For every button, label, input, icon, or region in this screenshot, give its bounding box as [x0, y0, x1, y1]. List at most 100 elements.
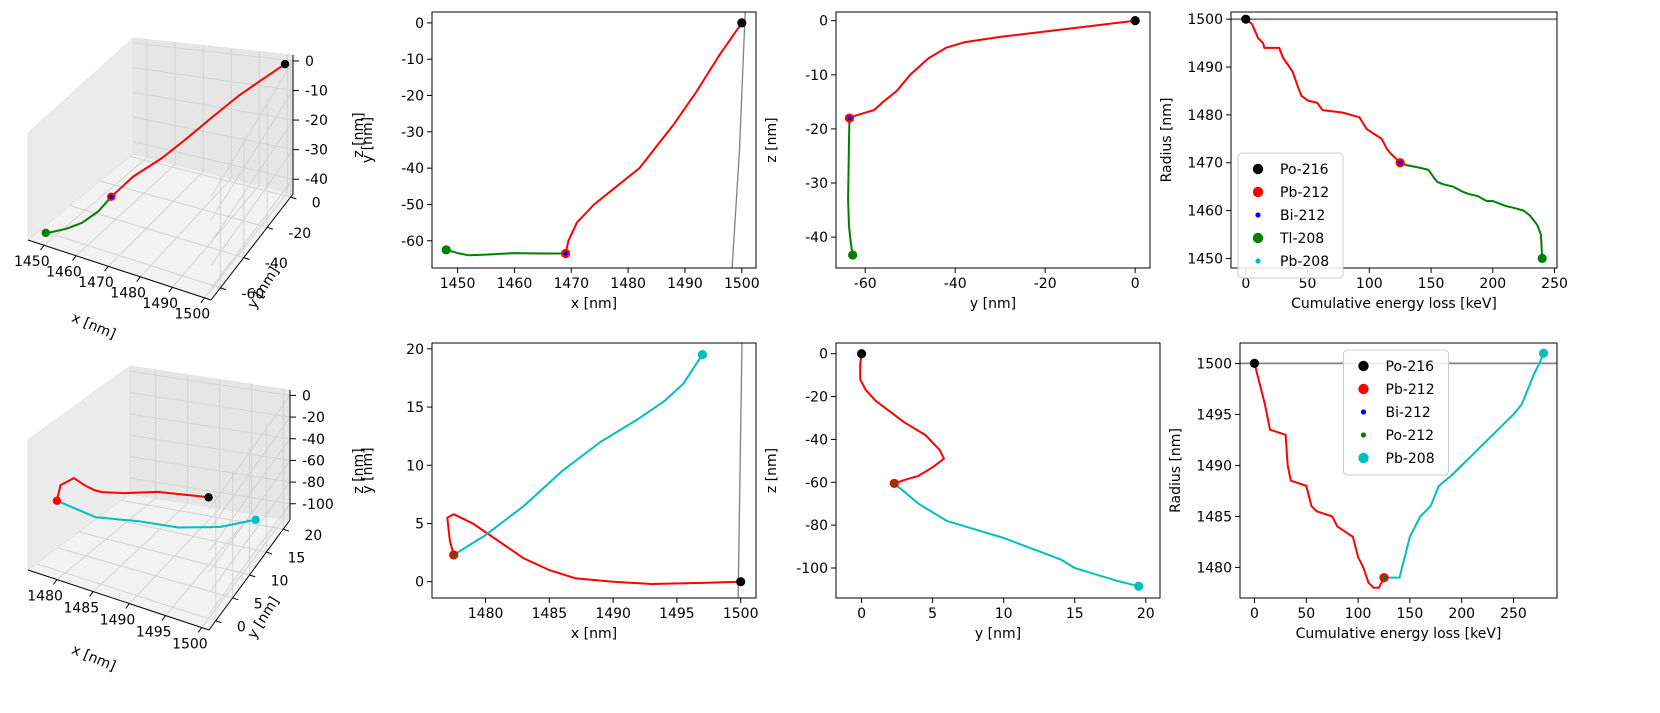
top-xy-series-0	[564, 22, 743, 254]
top-xy-ytick-label: -10	[401, 52, 424, 68]
bottom-3d-grid-z	[129, 370, 291, 396]
bottom-3d-grid-y	[57, 547, 233, 599]
top-3d-xtick-label: 1470	[78, 275, 114, 291]
top-3d-grid-y	[99, 180, 268, 228]
top-xy-panel: 1450 1460 1470 1480 1490 1500 0 -10 -20 -30 -40 -50…	[360, 11, 760, 312]
top-energy-ytick-label: 1460	[1187, 204, 1223, 220]
bottom-3d-ytick-label: 20	[304, 528, 322, 544]
top-xy-series-1	[445, 248, 566, 257]
top-energy-legend-label: Pb-212	[1280, 185, 1329, 201]
bottom-3d-grid-z	[208, 481, 291, 594]
bottom-energy-ytick-label: 1485	[1196, 509, 1232, 525]
bottom-3d-grid-z	[129, 456, 291, 483]
bottom-3d-x-axis	[27, 569, 210, 631]
top-3d-xtick	[200, 297, 205, 303]
bottom-3d-ytick-label: 0	[237, 619, 246, 635]
bottom-3d-grid-z	[208, 503, 291, 615]
bottom-energy-legend-label: Pb-208	[1386, 451, 1435, 467]
bottom-3d-ytick	[283, 528, 290, 532]
top-xy-frame	[431, 11, 757, 269]
top-3d-grid-z	[132, 141, 294, 180]
top-xy-xtick-label: 1460	[497, 276, 533, 292]
top-3d-series-1	[45, 196, 112, 234]
bottom-yz-series-0	[859, 353, 945, 485]
bottom-yz-plot-area	[856, 349, 1144, 591]
top-yz-xlabel: y [nm]	[970, 296, 1016, 312]
bottom-energy-legend-swatch	[1358, 360, 1369, 372]
top-energy-xtick-label: 0	[1241, 276, 1250, 292]
bottom-3d-ztick-label: 0	[302, 388, 311, 404]
top-3d-grid-z	[132, 42, 294, 62]
top-3d-xtick-label: 1480	[110, 286, 146, 302]
top-xy-xtick-label: 1450	[440, 276, 476, 292]
bottom-3d-ytick-label: 5	[254, 597, 263, 613]
top-3d-marker-po-216	[280, 59, 290, 69]
bottom-yz-ytick-label: -40	[805, 432, 828, 448]
bottom-3d-xtick-label: 1500	[172, 637, 208, 653]
top-xy-xtick-label: 1470	[553, 276, 589, 292]
bottom-3d-grid-z	[129, 434, 291, 461]
bottom-xy-ytick-label: 15	[406, 400, 424, 416]
bottom-yz-xtick-label: 0	[857, 606, 866, 622]
top-3d-zlabel: z [nm]	[351, 112, 367, 157]
top-yz-ytick-label: 0	[819, 14, 828, 30]
bottom-energy-legend-frame	[1343, 349, 1449, 476]
top-3d-grid-z	[132, 116, 294, 151]
bottom-energy-panel: 0 50 100 150 200 250 1480 1485 1490 1495 1500 Cumul…	[1168, 342, 1558, 642]
bottom-xy-marker-po-212	[451, 552, 456, 558]
top-xy-marker-tl-208	[441, 245, 451, 255]
top-yz-plot-area	[844, 16, 1140, 260]
top-yz-series-1	[847, 118, 854, 256]
bottom-yz-panel: 0 5 10 15 20 0 -20 -40 -60 -80 -100 y [nm] z [nm]	[764, 342, 1161, 642]
bottom-3d-xtick	[52, 579, 58, 585]
bottom-3d-xtick	[197, 627, 203, 633]
top-energy-plot-area	[1231, 14, 1557, 264]
bottom-energy-xtick-label: 100	[1345, 606, 1372, 622]
top-yz-series-0	[849, 19, 1136, 120]
top-yz-ytick-label: -40	[805, 230, 828, 246]
top-energy-xtick-label: 50	[1299, 276, 1317, 292]
top-energy-xtick-label: 100	[1356, 276, 1383, 292]
bottom-energy-frame	[1239, 342, 1558, 599]
bottom-3d-xtick	[89, 591, 94, 597]
top-energy-legend-swatch	[1255, 212, 1261, 218]
top-3d-grid-x	[204, 192, 288, 299]
top-energy-marker-po-216	[1241, 14, 1251, 24]
bottom-energy-xtick-label: 250	[1500, 606, 1527, 622]
top-yz-ytick-label: -10	[805, 68, 828, 84]
bottom-yz-xtick-label: 20	[1137, 606, 1155, 622]
top-3d-y-axis	[210, 193, 294, 301]
top-3d-xtick-label: 1450	[14, 254, 50, 270]
top-3d-ytick-label: -60	[241, 286, 264, 302]
top-yz-marker-tl-208	[848, 250, 858, 260]
top-yz-marker-po-216	[1130, 16, 1140, 26]
bottom-yz-ytick-label: -80	[805, 518, 828, 534]
top-xy-xtick-label: 1500	[724, 276, 760, 292]
top-energy-legend-label: Tl-208	[1279, 231, 1324, 247]
bottom-energy-legend-label: Po-216	[1386, 359, 1435, 375]
top-xy-plot-area	[441, 12, 747, 268]
top-3d-grid-z	[210, 178, 294, 289]
bottom-3d-ztick-label: -40	[302, 432, 325, 448]
bottom-3d-grid-y	[121, 499, 284, 530]
top-yz-panel: -60 -40 -20 00-10-20-30-40y [nm]z [nm]	[764, 11, 1151, 312]
top-xy-ytick-label: -30	[401, 125, 424, 141]
bottom-xy-series-1	[453, 354, 704, 556]
top-3d-grid-y	[69, 205, 244, 259]
bottom-3d-grid-y	[36, 563, 216, 622]
top-3d-grid-x	[75, 164, 176, 257]
bottom-3d-grid-z	[129, 477, 291, 505]
bottom-energy-ytick-label: 1490	[1196, 458, 1232, 474]
top-xy-ytick-label: -60	[401, 234, 424, 250]
bottom-energy-xtick-label: 200	[1448, 606, 1475, 622]
top-xy-xlabel: x [nm]	[571, 296, 617, 312]
top-yz-ytick-label: -20	[805, 122, 828, 138]
top-3d-ytick	[220, 287, 227, 291]
bottom-3d-grid-z	[208, 460, 291, 573]
bottom-xy-series-0	[446, 513, 741, 585]
top-3d-xtick	[72, 255, 77, 261]
top-xy-xtick-label: 1490	[667, 276, 703, 292]
top-energy-xtick-label: 150	[1418, 276, 1445, 292]
top-energy-series-1	[1399, 161, 1544, 259]
top-3d-xtick	[168, 287, 173, 293]
